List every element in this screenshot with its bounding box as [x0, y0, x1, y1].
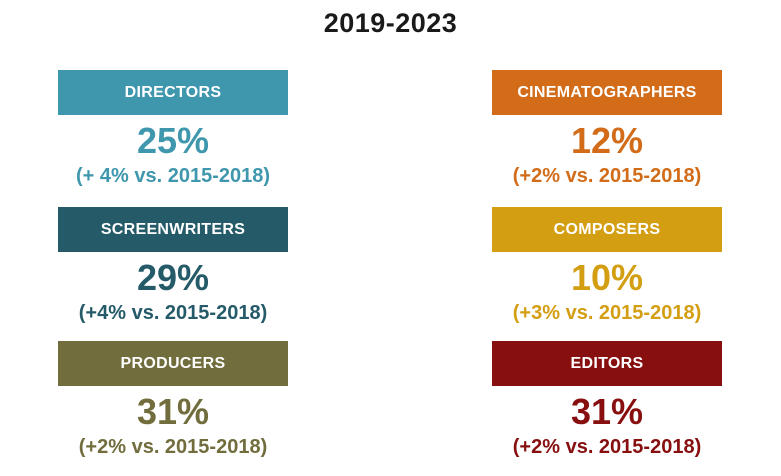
composers-label: COMPOSERS	[492, 207, 722, 252]
screenwriters-label: SCREENWRITERS	[58, 207, 288, 252]
cinematographers-percent: 12%	[570, 120, 644, 161]
editors-change: (+2% vs. 2015-2018)	[512, 436, 702, 458]
page-title: 2019-2023	[323, 8, 458, 38]
screenwriters-percent: 29%	[136, 257, 210, 298]
producers-label: PRODUCERS	[58, 341, 288, 386]
composers-change: (+3% vs. 2015-2018)	[512, 302, 702, 324]
editors-percent: 31%	[570, 391, 644, 432]
producers-card: PRODUCERS 31% (+2% vs. 2015-2018)	[58, 341, 288, 460]
cinematographers-change: (+2% vs. 2015-2018)	[512, 165, 702, 187]
directors-percent: 25%	[136, 120, 210, 161]
editors-label: EDITORS	[492, 341, 722, 386]
directors-label: DIRECTORS	[58, 70, 288, 115]
editors-card: EDITORS 31% (+2% vs. 2015-2018)	[492, 341, 722, 460]
screenwriters-card: SCREENWRITERS 29% (+4% vs. 2015-2018)	[58, 207, 288, 326]
cinematographers-card: CINEMATOGRAPHERS 12% (+2% vs. 2015-2018)	[492, 70, 722, 189]
composers-percent: 10%	[570, 257, 644, 298]
producers-percent: 31%	[136, 391, 210, 432]
directors-card: DIRECTORS 25% (+ 4% vs. 2015-2018)	[58, 70, 288, 189]
screenwriters-change: (+4% vs. 2015-2018)	[78, 302, 268, 324]
producers-change: (+2% vs. 2015-2018)	[78, 436, 268, 458]
cinematographers-label: CINEMATOGRAPHERS	[492, 70, 722, 115]
directors-change: (+ 4% vs. 2015-2018)	[75, 165, 271, 187]
composers-card: COMPOSERS 10% (+3% vs. 2015-2018)	[492, 207, 722, 326]
